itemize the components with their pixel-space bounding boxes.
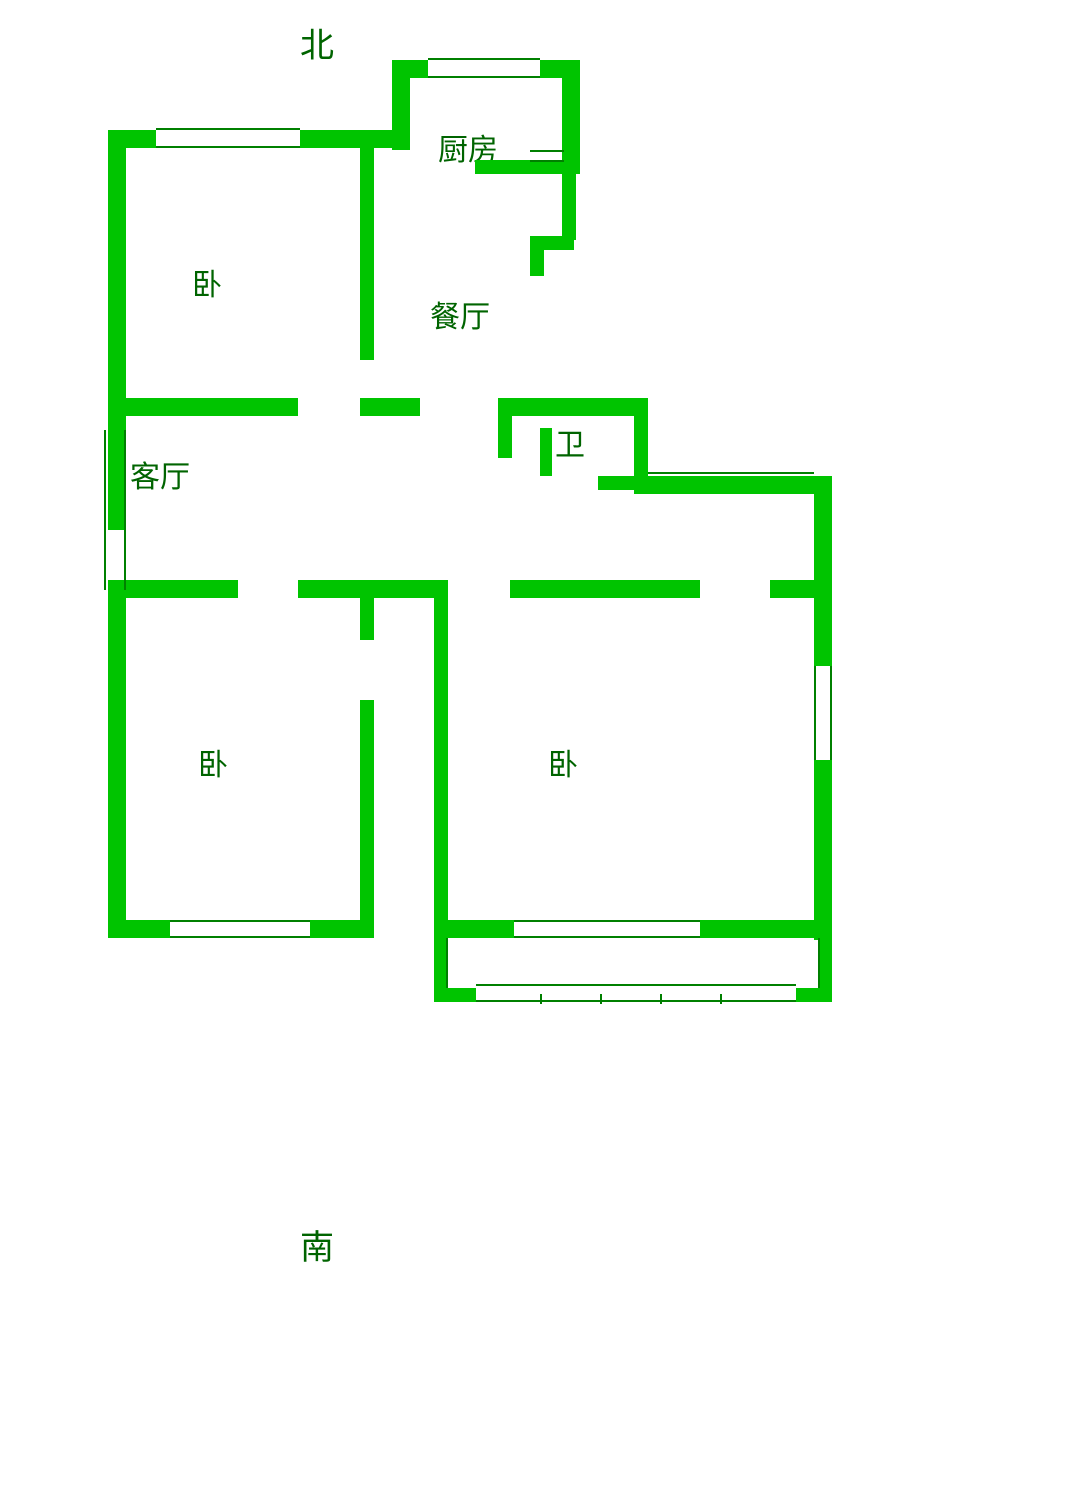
wall-right-outer-upper [814, 476, 832, 666]
wall-right-outer-lower [814, 760, 832, 940]
wall-balcony-bottom-r [796, 988, 832, 1002]
line-sw-window-top [170, 920, 310, 922]
wall-bath-right-v [634, 398, 648, 478]
line-left-window-out [104, 430, 106, 590]
line-balcony-tick-4 [720, 994, 722, 1004]
line-balcony-rail-bot [476, 1000, 796, 1002]
wall-kitchen-right-stub-v [562, 160, 576, 240]
wall-se-inner-v [434, 580, 448, 938]
wall-bath-left-v [498, 398, 512, 458]
line-right-window-in [814, 666, 816, 760]
line-left-window-in [124, 430, 126, 590]
wall-mid-divider-right [360, 398, 420, 416]
wall-se-bottom-right [700, 920, 832, 938]
dining-label: 餐厅 [430, 292, 490, 336]
wall-sw-bottom-left [108, 920, 170, 938]
wall-lower-divider-left [108, 580, 238, 598]
bedroom-sw-label: 卧 [198, 740, 228, 784]
wall-lower-divider-right [510, 580, 700, 598]
line-nw-window-bot [156, 146, 300, 148]
line-balcony-rail-top [476, 984, 796, 986]
wall-nw-inner-v [360, 130, 374, 360]
wall-bath-inner-v [540, 428, 552, 476]
line-kitchen-window-top [428, 58, 540, 60]
line-nw-window-top [156, 128, 300, 130]
wall-kitchen-step-v [530, 236, 544, 276]
line-right-ext-thin [648, 472, 814, 474]
wall-sw-se-divider-upper [360, 580, 374, 640]
wall-left-outer-lower [108, 590, 126, 938]
line-se-window-top [514, 920, 700, 922]
wall-balcony-bottom-l [434, 988, 476, 1002]
wall-sw-se-divider-lower [360, 700, 374, 938]
line-right-window-out [830, 666, 832, 760]
line-balcony-side-r [818, 938, 820, 988]
living-label: 客厅 [130, 452, 190, 496]
wall-lower-divider-far-right [770, 580, 832, 598]
wall-mid-divider-left [108, 398, 298, 416]
wall-sw-bottom-right [310, 920, 374, 938]
wall-balcony-drop-right [818, 938, 832, 988]
floorplan-canvas: 北 南 厨房 卧 餐厅 客厅 卫 卧 卧 [0, 0, 1080, 1489]
line-kitchen-counter-top [530, 150, 564, 152]
wall-bath-top-h [498, 398, 648, 416]
north-label: 北 [300, 18, 334, 67]
line-kitchen-counter-bot [530, 160, 564, 162]
wall-left-outer-upper [108, 130, 126, 430]
bedroom-nw-label: 卧 [192, 260, 222, 304]
bath-label: 卫 [555, 420, 585, 464]
wall-right-ext-h [634, 476, 832, 494]
line-se-window-bot [514, 936, 700, 938]
line-balcony-tick-2 [600, 994, 602, 1004]
wall-nw-top-right [300, 130, 410, 148]
line-balcony-tick-3 [660, 994, 662, 1004]
bedroom-se-label: 卧 [548, 740, 578, 784]
line-balcony-side-l [446, 938, 448, 988]
line-kitchen-window-bot [428, 76, 540, 78]
line-sw-window-bot [170, 936, 310, 938]
line-balcony-tick-1 [540, 994, 542, 1004]
south-label: 南 [300, 1220, 334, 1269]
wall-se-bottom-left [434, 920, 514, 938]
wall-kitchen-right-v [562, 60, 580, 160]
